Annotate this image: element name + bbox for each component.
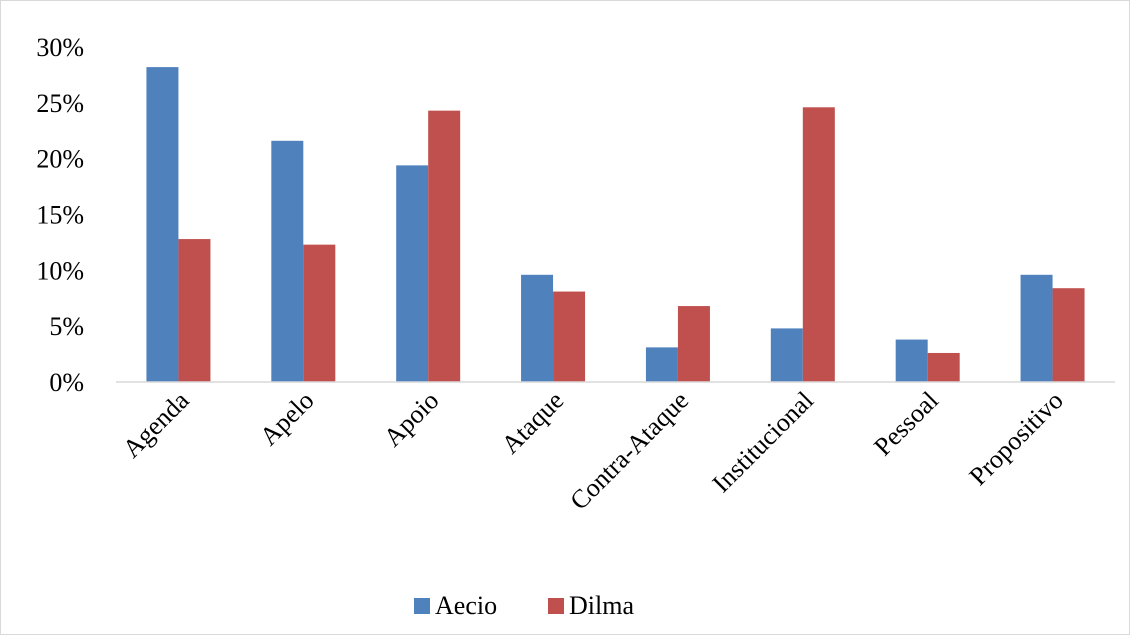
- bar-aecio-ataque: [521, 274, 554, 382]
- x-tick-label: Agenda: [117, 385, 195, 463]
- x-tick-label: Pessoal: [868, 386, 944, 462]
- y-tick-label: 0%: [49, 368, 84, 397]
- legend-swatch-aecio: [414, 598, 430, 614]
- y-tick-label: 20%: [36, 145, 84, 174]
- bar-dilma-contra-ataque: [677, 306, 710, 382]
- x-tick-label: Apoio: [378, 386, 444, 452]
- bar-dilma-apelo: [303, 244, 336, 382]
- bars: [146, 67, 1085, 383]
- bar-dilma-agenda: [178, 239, 211, 382]
- legend-swatch-dilma: [548, 598, 564, 614]
- x-tick-label: Ataque: [496, 386, 570, 460]
- x-tick-label: Apelo: [254, 386, 319, 451]
- legend-label-dilma: Dilma: [569, 591, 634, 620]
- bar-dilma-ataque: [553, 291, 586, 382]
- y-tick-label: 10%: [36, 256, 84, 285]
- legend-label-aecio: Aecio: [435, 591, 497, 620]
- bar-dilma-institucional: [802, 107, 835, 383]
- bar-aecio-apelo: [271, 140, 304, 382]
- y-tick-label: 15%: [36, 201, 84, 230]
- y-tick-label: 30%: [36, 33, 84, 62]
- bar-aecio-pessoal: [895, 339, 928, 382]
- x-tick-label: Propositivo: [964, 386, 1069, 491]
- bar-aecio-institucional: [770, 328, 803, 382]
- bar-aecio-contra-ataque: [645, 347, 678, 382]
- bar-aecio-apoio: [396, 165, 429, 382]
- bar-dilma-pessoal: [927, 352, 960, 382]
- x-tick-label: Contra-Ataque: [564, 386, 694, 516]
- bar-aecio-propositivo: [1020, 274, 1053, 382]
- bar-aecio-agenda: [146, 67, 179, 382]
- bar-dilma-apoio: [428, 110, 461, 383]
- bar-dilma-propositivo: [1052, 288, 1085, 382]
- y-axis-ticks: 0% 5% 10% 15% 20% 25% 30%: [36, 33, 84, 397]
- y-tick-label: 5%: [49, 312, 84, 341]
- x-tick-label: Institucional: [707, 386, 819, 498]
- legend: Aecio Dilma: [414, 591, 634, 620]
- y-tick-label: 25%: [36, 89, 84, 118]
